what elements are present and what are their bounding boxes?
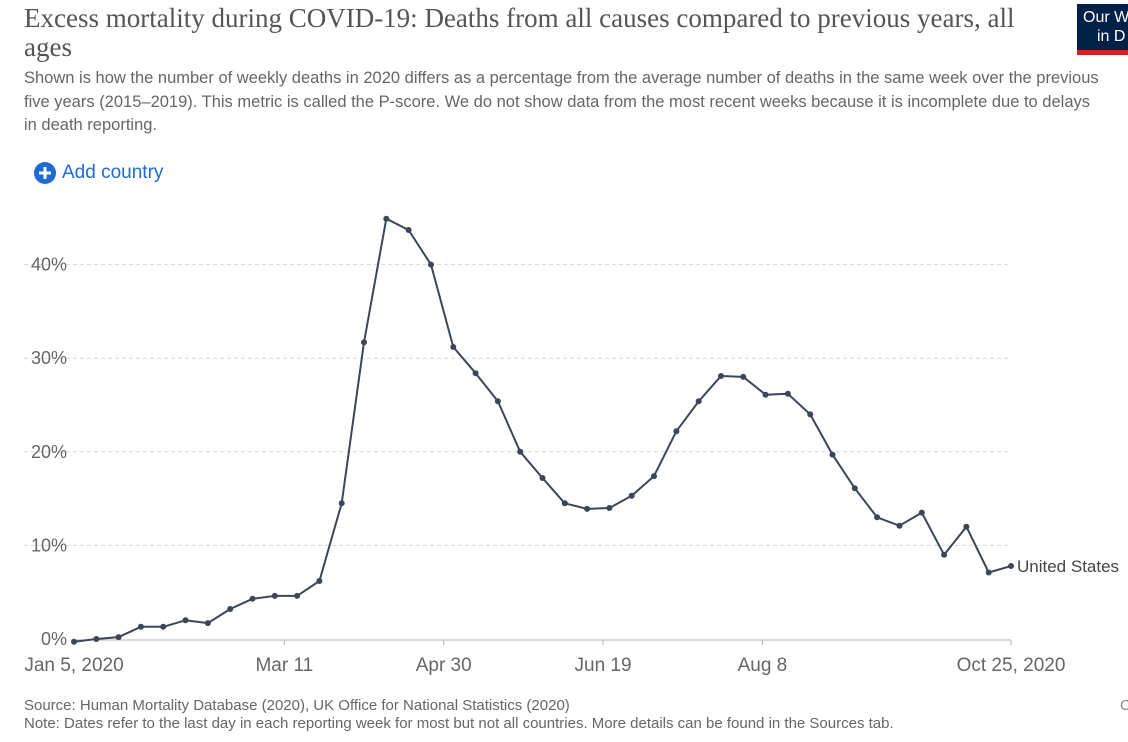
data-point: [874, 514, 881, 521]
add-country-label: Add country: [62, 162, 164, 183]
data-point: [985, 569, 992, 576]
data-point: [740, 373, 747, 380]
series-label: United States: [1017, 557, 1119, 576]
data-point: [316, 578, 323, 584]
data-point: [762, 391, 769, 398]
x-tick-label: Apr 30: [416, 655, 472, 676]
y-tick-label: 20%: [31, 442, 67, 462]
y-tick-label: 10%: [31, 535, 67, 555]
data-point: [405, 227, 412, 233]
x-tick-label: Aug 8: [738, 655, 788, 676]
data-point: [361, 339, 367, 346]
data-point: [137, 623, 144, 630]
data-point: [651, 473, 657, 480]
data-point: [1008, 563, 1014, 569]
data-point: [249, 595, 256, 602]
chart-subtitle: Shown is how the number of weekly deaths…: [24, 69, 1099, 134]
data-point: [784, 390, 791, 397]
data-point: [896, 522, 903, 529]
data-point: [472, 370, 479, 377]
data-point: [606, 505, 613, 511]
line-chart[interactable]: 0% 10% 20% 30% 40% Jan 5, 2020 Mar 11 Apr 30 Jun…: [0, 200, 1128, 690]
data-point: [115, 634, 122, 641]
data-point: [338, 500, 345, 507]
x-tick-label: Jan 5, 2020: [24, 655, 123, 676]
x-tick-label: Jun 19: [575, 655, 632, 676]
x-tick-label: Mar 11: [255, 655, 313, 676]
y-tick-label: 30%: [31, 348, 67, 368]
chart-title: Excess mortality during COVID-19: Deaths…: [24, 3, 1015, 62]
data-point: [963, 523, 970, 530]
data-point: [539, 475, 546, 481]
data-point: [851, 485, 858, 492]
page-marker: C: [1120, 697, 1128, 714]
source-note: Source: Human Mortality Database (2020),…: [24, 697, 570, 714]
data-point: [383, 215, 390, 222]
data-point: [941, 551, 948, 558]
data-point: [71, 638, 77, 645]
plus-circle-icon: [34, 162, 56, 184]
data-point: [918, 509, 925, 516]
data-point: [673, 428, 680, 435]
y-tick-label: 40%: [31, 255, 67, 275]
data-point: [628, 492, 635, 499]
data-point: [829, 451, 836, 458]
data-point: [718, 373, 724, 379]
data-point: [227, 606, 234, 612]
data-point: [494, 398, 501, 405]
data-point: [93, 636, 100, 642]
dates-note: Note: Dates refer to the last day in eac…: [24, 715, 894, 732]
data-point: [204, 620, 211, 627]
data-point: [517, 448, 524, 455]
y-tick-label: 0%: [41, 629, 67, 649]
logo-line-2: in D: [1097, 28, 1126, 45]
add-country-button[interactable]: Add country: [34, 160, 163, 186]
data-point: [160, 623, 167, 630]
data-point: [807, 411, 814, 418]
x-tick-label: Oct 25, 2020: [957, 655, 1066, 676]
data-point: [695, 398, 702, 405]
data-point: [271, 592, 278, 599]
data-point: [584, 505, 591, 512]
logo-line-1: Our W: [1083, 9, 1128, 26]
data-point: [182, 617, 189, 624]
data-point: [428, 261, 434, 268]
data-point: [561, 500, 568, 507]
data-point: [450, 344, 457, 350]
owid-logo[interactable]: Our W in D: [1077, 4, 1128, 55]
series-line: [73, 217, 1012, 643]
logo-accent-bar: [1077, 50, 1128, 55]
chart-footer: Source: Human Mortality Database (2020),…: [24, 697, 1119, 733]
data-point: [294, 592, 301, 599]
